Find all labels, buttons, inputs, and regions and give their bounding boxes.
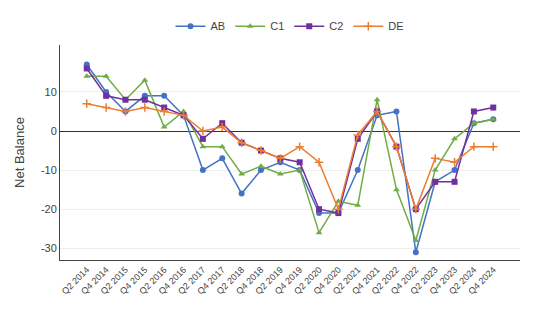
svg-text:Q2 2018: Q2 2018 [215, 265, 246, 296]
svg-text:Q2 2023: Q2 2023 [408, 265, 439, 296]
svg-text:Q2 2022: Q2 2022 [370, 265, 401, 296]
svg-text:Q2 2019: Q2 2019 [253, 265, 284, 296]
svg-text:0: 0 [51, 125, 57, 137]
svg-text:-30: -30 [41, 242, 57, 254]
svg-text:Q4 2015: Q4 2015 [118, 265, 149, 296]
svg-text:Q2 2024: Q2 2024 [447, 265, 478, 296]
svg-text:Q4 2018: Q4 2018 [234, 265, 265, 296]
svg-text:Q4 2017: Q4 2017 [195, 265, 226, 296]
svg-text:Q2 2021: Q2 2021 [331, 265, 362, 296]
svg-text:Q4 2019: Q4 2019 [273, 265, 304, 296]
svg-text:Q2 2015: Q2 2015 [99, 265, 130, 296]
svg-text:Q4 2014: Q4 2014 [79, 265, 110, 296]
svg-text:-20: -20 [41, 203, 57, 215]
svg-text:-10: -10 [41, 164, 57, 176]
svg-text:Q4 2016: Q4 2016 [157, 265, 188, 296]
svg-text:C2: C2 [329, 20, 343, 32]
svg-text:10: 10 [45, 86, 57, 98]
svg-text:Q2 2017: Q2 2017 [176, 265, 207, 296]
svg-text:Q4 2023: Q4 2023 [428, 265, 459, 296]
svg-text:Q4 2022: Q4 2022 [389, 265, 420, 296]
svg-text:Q4 2021: Q4 2021 [350, 265, 381, 296]
svg-text:DE: DE [388, 20, 403, 32]
svg-text:Q4 2024: Q4 2024 [466, 265, 497, 296]
svg-text:AB: AB [211, 20, 226, 32]
svg-text:Q2 2016: Q2 2016 [137, 265, 168, 296]
svg-text:Q2 2014: Q2 2014 [60, 265, 91, 296]
svg-text:C1: C1 [270, 20, 284, 32]
svg-text:Q4 2020: Q4 2020 [311, 265, 342, 296]
svg-text:Net Balance: Net Balance [12, 117, 27, 188]
svg-text:Q2 2020: Q2 2020 [292, 265, 323, 296]
